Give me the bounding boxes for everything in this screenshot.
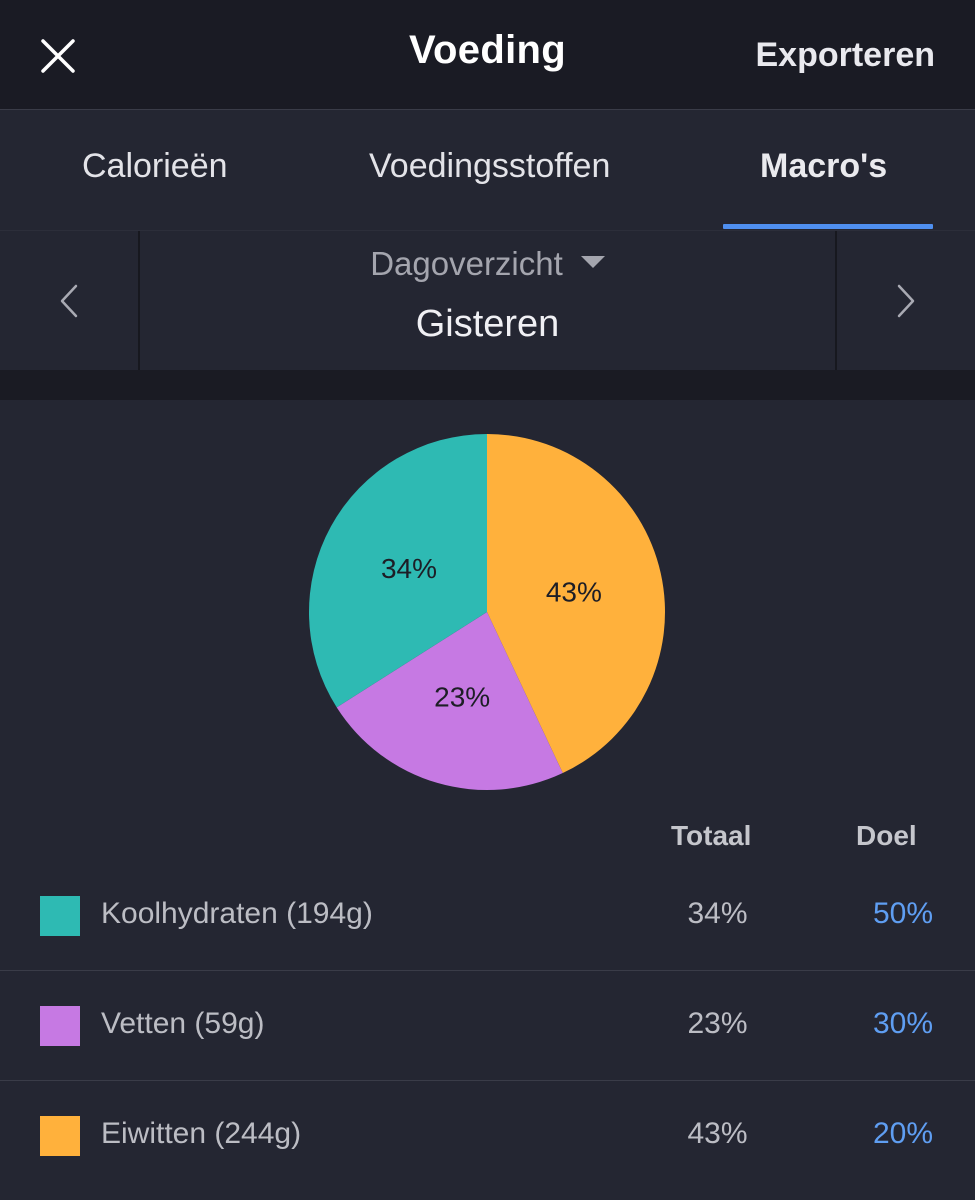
macro-row-protein: Eiwitten (244g) 43% 20%: [0, 1080, 975, 1190]
dropdown-caret-icon: [580, 256, 605, 269]
macro-goal: 20%: [872, 1117, 933, 1150]
section-divider: [0, 370, 975, 400]
macro-total: 23%: [687, 1007, 748, 1040]
macro-goal: 50%: [872, 897, 933, 930]
legend-swatch: [40, 896, 80, 936]
selected-date: Gisteren: [415, 303, 560, 345]
pie-slice-carbs: [309, 434, 487, 708]
macro-label: Koolhydraten (194g): [101, 897, 373, 930]
close-button[interactable]: [30, 30, 86, 82]
macro-total: 34%: [687, 897, 748, 930]
pie-label-fats: 23%: [434, 681, 490, 712]
chevron-left-icon: [60, 284, 78, 318]
tab-bar: Calorieën Voedingsstoffen Macro's: [0, 111, 975, 230]
tab-nutrients[interactable]: Voedingsstoffen: [369, 147, 611, 185]
next-day-button[interactable]: [835, 231, 975, 371]
period-label: Dagoverzicht: [370, 245, 563, 282]
active-tab-indicator: [723, 224, 933, 229]
tab-calories[interactable]: Calorieën: [82, 147, 228, 185]
macro-label: Eiwitten (244g): [101, 1117, 302, 1150]
chevron-right-icon: [897, 284, 915, 318]
previous-day-button[interactable]: [0, 231, 140, 371]
pie-label-carbs: 34%: [381, 553, 437, 584]
column-header-goal: Doel: [856, 820, 917, 851]
macro-label: Vetten (59g): [101, 1007, 265, 1040]
macro-total: 43%: [687, 1117, 748, 1150]
macro-row-fats: Vetten (59g) 23% 30%: [0, 970, 975, 1081]
close-icon: [41, 39, 75, 73]
pie-label-protein: 43%: [546, 577, 602, 608]
legend-swatch: [40, 1116, 80, 1156]
legend-swatch: [40, 1006, 80, 1046]
export-button[interactable]: Exporteren: [755, 36, 936, 74]
pie-slice-protein: [487, 434, 665, 774]
period-dropdown[interactable]: Dagoverzicht: [140, 245, 835, 285]
macro-goal: 30%: [872, 1007, 933, 1040]
pie-slice-fats: [336, 612, 563, 790]
header-bar: Voeding Exporteren: [0, 0, 975, 110]
page-title: Voeding: [409, 28, 566, 72]
macro-row-carbs: Koolhydraten (194g) 34% 50%: [0, 860, 975, 971]
column-header-total: Totaal: [671, 820, 752, 851]
date-navigator: Dagoverzicht Gisteren: [0, 230, 975, 371]
tab-macros[interactable]: Macro's: [760, 147, 888, 185]
macro-pie-chart: 43% 23% 34%: [309, 434, 665, 790]
